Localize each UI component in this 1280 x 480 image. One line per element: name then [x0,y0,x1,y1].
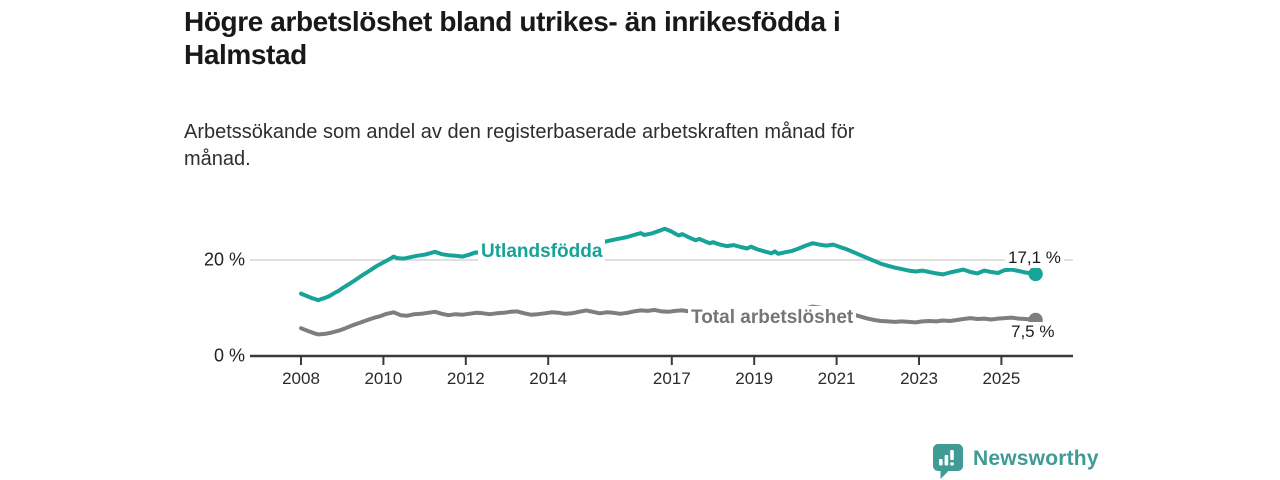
x-tick-label-2008: 2008 [282,369,320,388]
end-value-label-total: 7,5 % [1008,322,1058,342]
chart-plot-area [250,226,1073,365]
title-line-2: Halmstad [184,39,307,70]
x-tick-label-2014: 2014 [529,369,568,388]
page-title: Högre arbetslöshet bland utrikes- än inr… [184,5,1044,71]
series-end-dot-0 [1028,266,1043,282]
subtitle-line-2: månad. [184,148,251,170]
series-label-utlandsfodda: Utlandsfödda [478,240,606,263]
x-tick-label-2021: 2021 [817,369,856,388]
y-tick-label-20: 20 % [203,249,245,270]
bar-chart-speech-bubble-icon [933,444,963,479]
x-tick-label-2017: 2017 [652,369,691,388]
x-tick-label-2023: 2023 [900,369,938,388]
line-chart: 20 % 0 % 2008 2010 2012 2014 2017 2019 2021 2023 2… [0,190,1280,420]
x-tick-label-2025: 2025 [982,369,1021,388]
end-value-label-utlandsfodda: 17,1 % [1005,248,1064,268]
brand-wordmark: Newsworthy [973,446,1099,470]
series-line-1 [299,304,1038,337]
title-line-1: Högre arbetslöshet bland utrikes- än inr… [184,6,841,37]
y-tick-label-0: 0 % [213,345,245,366]
series-label-total-arbetsloshet: Total arbetslöshet [688,306,857,329]
series-line-0 [299,226,1038,303]
x-tick-label-2012: 2012 [446,369,485,388]
subtitle-line-1: Arbetssökande som andel av den registerb… [184,121,855,143]
newsworthy-logo: Newsworthy [931,443,1099,480]
chart-subtitle: Arbetssökande som andel av den registerb… [184,119,1024,173]
x-tick-label-2019: 2019 [735,369,774,388]
x-tick-label-2010: 2010 [364,369,403,388]
